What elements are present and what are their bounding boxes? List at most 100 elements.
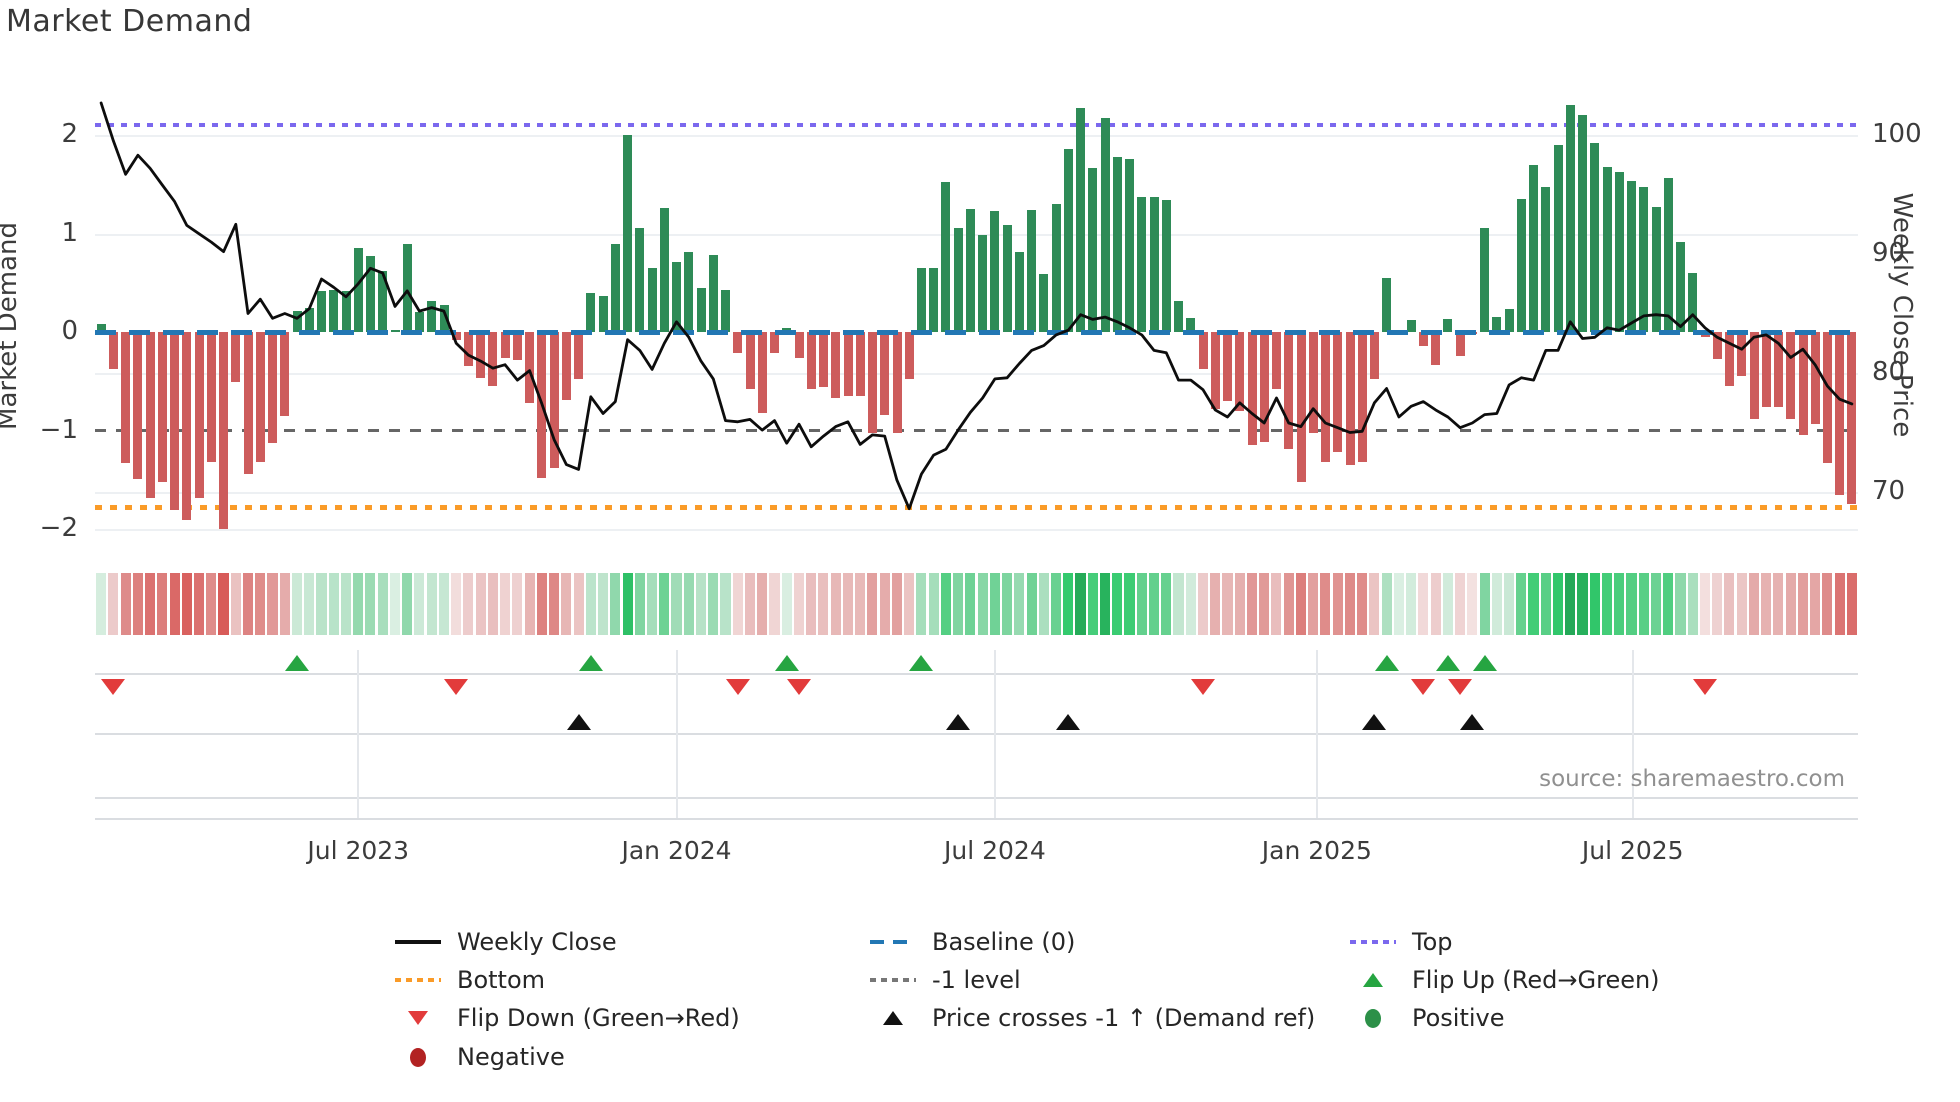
demand-bar-positive xyxy=(1663,178,1673,332)
demand-heatmap-strip xyxy=(0,573,1960,635)
demand-bar-negative xyxy=(843,332,853,397)
heatmap-cell xyxy=(487,573,498,635)
heatmap-cell xyxy=(389,573,400,635)
price-tick-label: 90 xyxy=(1872,238,1906,268)
heatmap-cell xyxy=(744,573,756,635)
heatmap-cell xyxy=(598,573,609,635)
heatmap-cell xyxy=(1210,573,1221,635)
demand-bar-positive xyxy=(1627,181,1637,332)
legend-tri-down-icon xyxy=(393,1011,443,1025)
heatmap-cell xyxy=(340,573,352,635)
demand-bar-negative xyxy=(500,332,510,358)
legend-swatch-glyph xyxy=(1365,1008,1381,1028)
demand-bar-positive xyxy=(1149,197,1159,332)
price-cross-marker xyxy=(1362,714,1387,730)
legend-item: Top xyxy=(1348,928,1453,956)
heatmap-cell xyxy=(806,573,817,635)
demand-bar-positive xyxy=(1063,148,1073,332)
legend-item: Flip Down (Green→Red) xyxy=(393,1004,740,1032)
legend-swatch-glyph xyxy=(1363,973,1383,987)
demand-bar-positive xyxy=(1541,187,1551,332)
heatmap-cell xyxy=(1161,573,1172,635)
heatmap-cell xyxy=(1810,573,1821,635)
demand-bar-positive xyxy=(647,267,657,332)
heatmap-cell xyxy=(585,573,596,635)
legend-label: Price crosses -1 ↑ (Demand ref) xyxy=(932,1004,1316,1032)
demand-tick-label: 0 xyxy=(61,316,78,346)
demand-tick-label: −2 xyxy=(39,513,78,543)
demand-bar-positive xyxy=(659,207,669,332)
signal-marker-panel xyxy=(0,640,1960,830)
heatmap-cell xyxy=(855,573,866,635)
legend-item: Positive xyxy=(1348,1004,1505,1032)
heatmap-cell xyxy=(989,573,1000,635)
demand-bar-negative xyxy=(145,332,155,499)
demand-bar-positive xyxy=(672,262,682,332)
heatmap-cell xyxy=(512,573,523,635)
heatmap-cell xyxy=(463,573,474,635)
heatmap-cell xyxy=(1724,573,1735,635)
demand-bar-positive xyxy=(1639,187,1649,332)
heatmap-cell xyxy=(1185,573,1196,635)
demand-bar-negative xyxy=(819,332,829,388)
heatmap-cell xyxy=(781,573,792,635)
legend-item: Negative xyxy=(393,1043,565,1071)
demand-bar-positive xyxy=(1100,118,1110,332)
legend-circle-icon xyxy=(1348,1008,1398,1028)
demand-bar-negative xyxy=(1296,332,1306,482)
heatmap-cell xyxy=(230,573,241,635)
heatmap-cell xyxy=(1712,573,1723,635)
demand-bar-positive xyxy=(1688,272,1698,332)
gridline-vertical xyxy=(357,650,360,818)
heatmap-cell xyxy=(1540,573,1551,635)
heatmap-cell xyxy=(255,573,266,635)
heatmap-cell xyxy=(242,573,254,635)
demand-bar-negative xyxy=(464,332,473,367)
legend-tri-up-icon xyxy=(1348,973,1398,987)
heatmap-cell xyxy=(1295,573,1306,635)
flip-up-marker xyxy=(578,655,603,671)
legend-dotted-icon xyxy=(393,978,443,982)
gridline-vertical xyxy=(993,650,996,818)
price-tick-label: 70 xyxy=(1872,476,1906,506)
heatmap-cell xyxy=(1148,573,1160,635)
top-reference-line xyxy=(95,123,1858,128)
demand-bar-positive xyxy=(329,289,339,332)
heatmap-cell xyxy=(402,573,413,635)
heatmap-cell xyxy=(1516,573,1527,635)
demand-bar-negative xyxy=(1847,332,1857,505)
legend-label: Baseline (0) xyxy=(932,928,1076,956)
heatmap-cell xyxy=(1626,573,1637,635)
heatmap-cell xyxy=(157,573,168,635)
heatmap-cell xyxy=(1565,573,1576,635)
flip-down-marker xyxy=(1692,679,1717,695)
legend-swatch-glyph xyxy=(883,1011,903,1025)
demand-bar-negative xyxy=(1725,332,1735,387)
demand-bar-positive xyxy=(941,182,951,332)
heatmap-cell xyxy=(1197,573,1209,635)
demand-bar-negative xyxy=(194,332,204,499)
heatmap-cell xyxy=(218,573,229,635)
demand-bar-positive xyxy=(439,305,449,332)
legend-item: Baseline (0) xyxy=(868,928,1075,956)
demand-bar-positive xyxy=(1480,227,1490,332)
demand-bar-positive xyxy=(366,256,376,332)
demand-bar-negative xyxy=(231,332,241,383)
demand-bar-positive xyxy=(1553,144,1563,332)
demand-bar-negative xyxy=(170,332,180,511)
demand-bar-positive xyxy=(1076,108,1086,332)
legend-label: Positive xyxy=(1412,1004,1505,1032)
demand-bar-positive xyxy=(1137,197,1147,332)
heatmap-cell xyxy=(1663,573,1674,635)
demand-bar-positive xyxy=(965,208,975,332)
demand-bar-negative xyxy=(880,332,890,415)
demand-bar-negative xyxy=(574,332,584,380)
heatmap-cell xyxy=(977,573,988,635)
demand-bar-negative xyxy=(1198,332,1208,370)
heatmap-cell xyxy=(1308,573,1319,635)
flip-up-marker xyxy=(909,655,934,671)
demand-bar-negative xyxy=(1369,332,1379,380)
heatmap-cell xyxy=(206,573,217,635)
heatmap-cell xyxy=(1259,573,1270,635)
demand-bar-positive xyxy=(953,227,963,332)
